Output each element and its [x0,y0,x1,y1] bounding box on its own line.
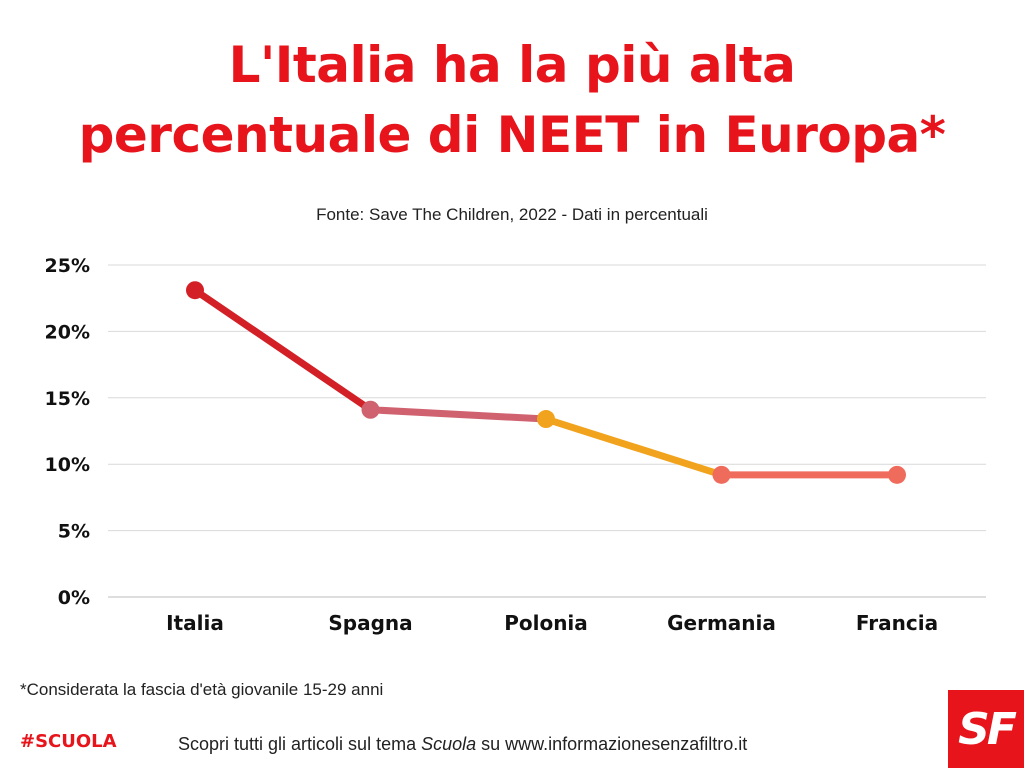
y-tick-label: 25% [45,255,90,277]
data-point-germania [712,465,731,484]
title-line-2: percentuale di NEET in Europa* [78,106,946,164]
x-tick-label-italia: Italia [166,611,224,635]
sf-logo: SF [948,690,1024,768]
data-point-italia [186,281,204,300]
y-tick-label: 15% [45,388,90,410]
y-tick-label: 0% [58,587,90,609]
y-tick-label: 20% [45,321,90,343]
x-tick-label-polonia: Polonia [504,611,588,635]
footer-link-suffix: su www.informazionesenzafiltro.it [476,734,748,754]
y-tick-label: 5% [58,521,90,543]
line-chart: 0% 5% 10% 15% 20% 25% Italia Spagna Polonia Germa… [45,255,986,635]
title-line-1: L'Italia ha la più alta [228,36,796,94]
hashtag-scuola[interactable]: #SCUOLA [20,731,117,752]
chart-subtitle: Fonte: Save The Children, 2022 - Dati in… [316,205,708,224]
series-segment-italia [191,286,374,414]
page-title: L'Italia ha la più alta percentuale di N… [0,30,1024,170]
x-tick-label-francia: Francia [856,611,938,635]
footer-link-prefix: Scopri tutti gli articoli sul tema [178,734,422,754]
data-point-polonia [537,410,555,429]
footnote: *Considerata la fascia d'età giovanile 1… [20,680,384,699]
data-point-francia [888,465,906,484]
y-tick-label: 10% [45,454,90,476]
x-tick-label-germania: Germania [667,611,776,635]
x-tick-label-spagna: Spagna [328,611,412,635]
data-point-spagna [361,400,380,419]
footer-articles-link[interactable]: Scopri tutti gli articoli sul tema Scuol… [178,734,747,755]
series-segment-spagna [367,406,550,423]
series-segment-polonia [542,415,725,479]
footer-link-topic: Scuola [421,734,477,754]
